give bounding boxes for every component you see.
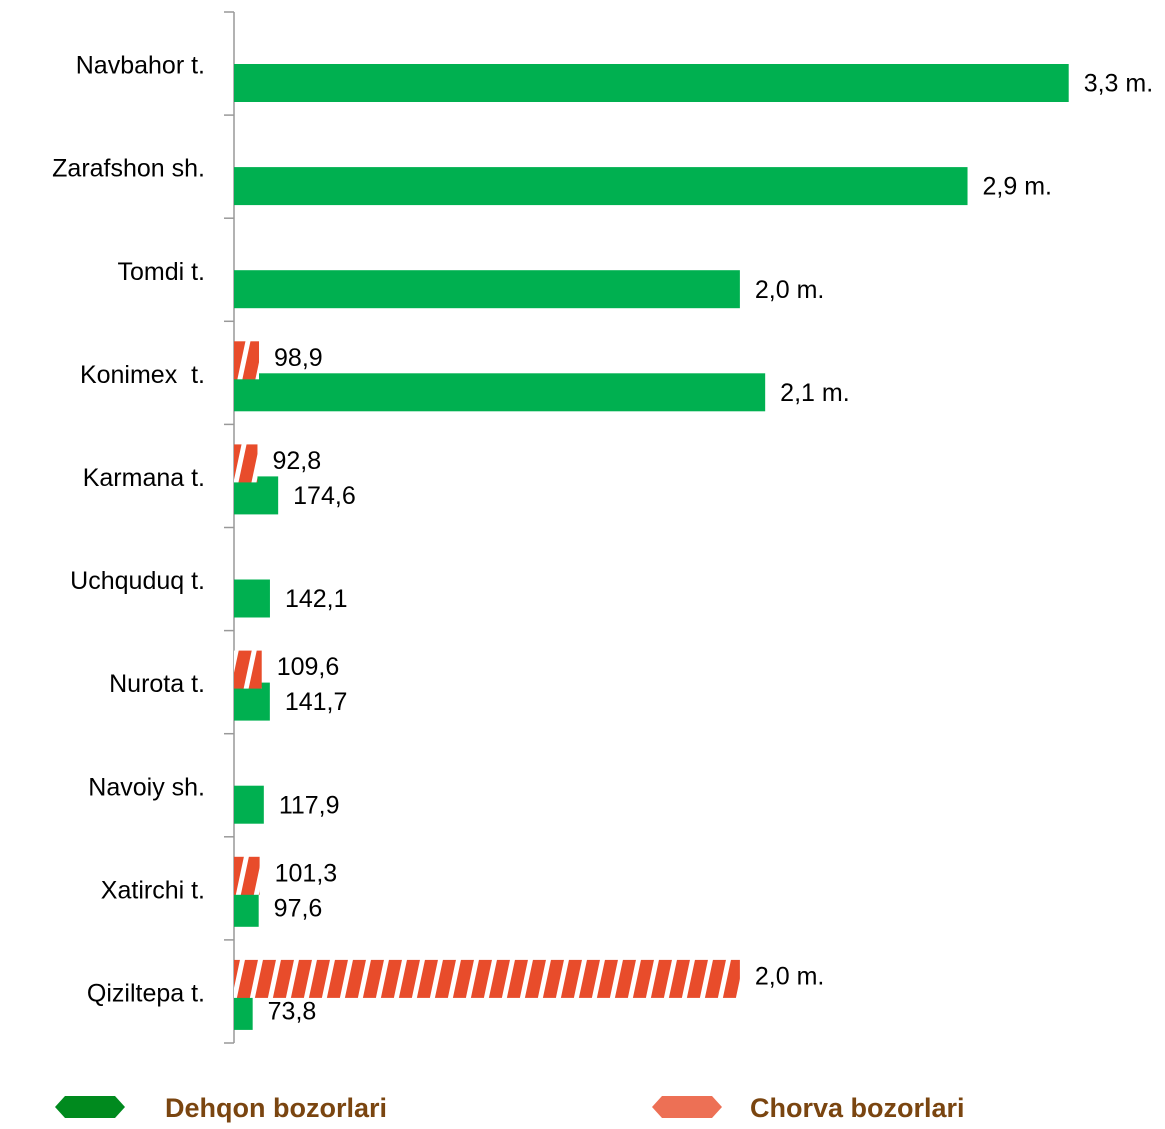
bar	[234, 476, 279, 515]
category-label: Navoiy sh.	[88, 773, 205, 801]
value-label: 98,9	[274, 344, 323, 372]
bar	[234, 270, 740, 309]
legend-swatch	[652, 1096, 722, 1118]
bar	[234, 682, 270, 721]
category-label: Uchquduq t.	[70, 567, 205, 595]
value-label: 2,0 m.	[755, 963, 824, 991]
value-label: 2,9 m.	[983, 173, 1052, 201]
bar	[234, 959, 740, 998]
category-label: Tomdi t.	[117, 258, 205, 286]
value-label: 73,8	[268, 998, 317, 1026]
value-label: 2,1 m.	[780, 379, 849, 407]
bar	[234, 373, 766, 412]
value-label: 3,3 m.	[1084, 70, 1153, 98]
category-label: Qiziltepa t.	[87, 980, 205, 1008]
legend-label: Dehqon bozorlari	[165, 1093, 387, 1123]
value-label: 97,6	[274, 894, 323, 922]
bar	[234, 991, 253, 1030]
category-label: Karmana t.	[83, 464, 205, 492]
value-label: 174,6	[293, 482, 356, 510]
value-label: 142,1	[285, 585, 348, 613]
value-label: 141,7	[285, 688, 348, 716]
category-label: Xatirchi t.	[101, 876, 205, 904]
legend-label: Chorva bozorlari	[750, 1093, 965, 1123]
bar	[234, 785, 264, 824]
value-label: 117,9	[279, 791, 340, 819]
bar	[234, 856, 260, 895]
category-label: Zarafshon sh.	[52, 155, 205, 183]
category-label: Navbahor t.	[76, 52, 205, 80]
legend-swatch	[55, 1096, 125, 1118]
category-label: Nurota t.	[109, 670, 205, 698]
bar	[234, 888, 259, 927]
category-label: Konimex t.	[80, 361, 205, 389]
value-label: 109,6	[277, 653, 340, 681]
value-label: 101,3	[275, 859, 338, 887]
value-label: 92,8	[272, 447, 321, 475]
bar	[234, 650, 262, 689]
bar	[234, 167, 968, 206]
bar	[234, 341, 260, 380]
bar	[234, 444, 258, 483]
value-label: 2,0 m.	[755, 276, 824, 304]
bar	[234, 579, 270, 618]
bar	[234, 64, 1069, 102]
